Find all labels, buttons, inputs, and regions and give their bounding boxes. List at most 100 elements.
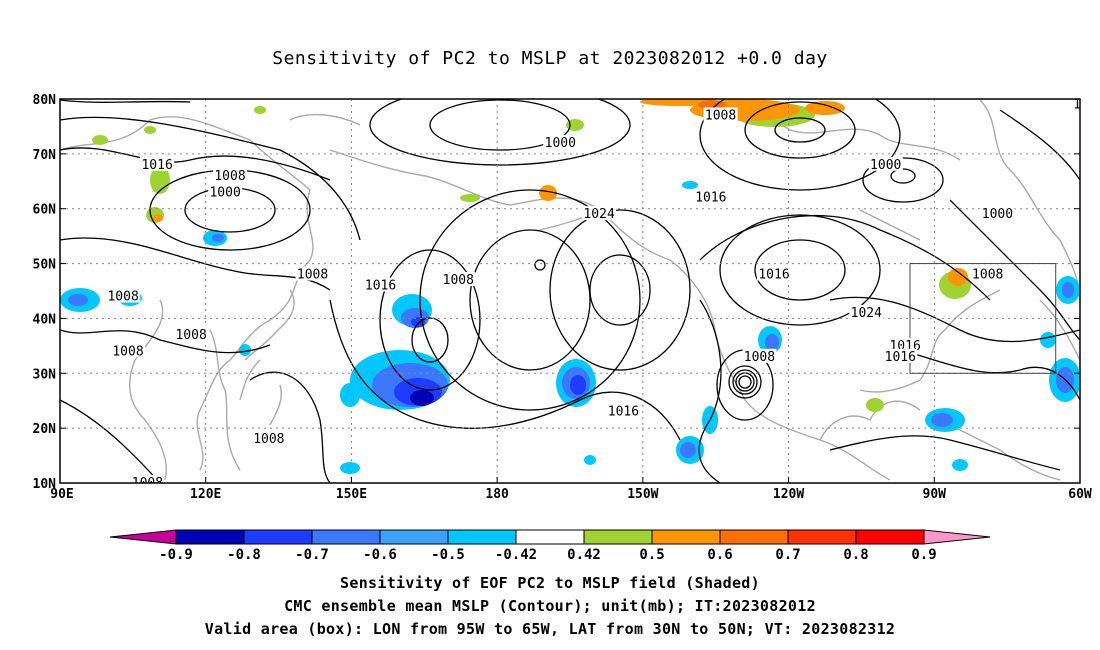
valid-area-box <box>909 263 1057 374</box>
colorbar-label: 0.5 <box>639 547 664 563</box>
contour-label: 1008 <box>443 273 474 288</box>
colorbar-label: -0.42 <box>495 547 537 563</box>
lat-tick-label: 40N <box>33 312 57 327</box>
contour-label: 1008 <box>705 108 736 123</box>
contour-label: 1000 <box>982 207 1013 222</box>
contour-label-bg <box>703 107 738 122</box>
contour-label-bg <box>980 206 1015 221</box>
contour-label-bg <box>606 403 641 418</box>
longitude-axis: 90E 120E 150E 180 150W 120W 90W 60W <box>50 477 1092 502</box>
caption-shaded: Sensitivity of EOF PC2 to MSLP field (Sh… <box>340 574 760 592</box>
chart-title: Sensitivity of PC2 to MSLP at 2023082012… <box>272 48 828 69</box>
contour-label: 1008 <box>972 268 1003 283</box>
lat-tick-label: 80N <box>33 93 57 108</box>
lat-tick-label: 70N <box>33 148 57 163</box>
caption-contour: CMC ensemble mean MSLP (Contour); unit(m… <box>284 597 816 615</box>
colorbar-label: -0.5 <box>431 547 465 563</box>
contour-label: 1008 <box>297 268 328 283</box>
contour-label: 1008 <box>744 350 775 365</box>
colorbar: -0.9 -0.8 -0.7 -0.6 -0.5 -0.42 0.42 0.5 0.6 0.7 0.… <box>109 529 991 563</box>
contour-label-bg <box>888 337 923 352</box>
lon-tick-label: 120W <box>773 487 804 502</box>
contour-label: 1016 <box>885 350 916 365</box>
contour-label: 1008 <box>132 476 163 491</box>
colorbar-box <box>719 529 789 545</box>
lon-tick-label: 150E <box>336 487 367 502</box>
contour-label-bg <box>174 326 209 341</box>
contour-label-bg <box>106 288 141 303</box>
contour-label-bg <box>208 184 243 199</box>
contour-label: 1016 <box>695 191 726 206</box>
colorbar-low-triangle <box>109 529 177 545</box>
colorbar-label: 0.9 <box>911 547 936 563</box>
colorbar-box <box>175 529 245 545</box>
contour-label-bg <box>111 343 145 358</box>
contour-label: 1000 <box>545 136 576 151</box>
colorbar-label: -0.8 <box>227 547 261 563</box>
mslp-contours <box>60 99 1080 483</box>
map-frame <box>59 98 1081 484</box>
colorbar-label: 0.7 <box>775 547 800 563</box>
contour-label-bg <box>757 266 791 281</box>
lat-tick-label: 60N <box>33 203 57 218</box>
contour-label-bg <box>1071 99 1080 111</box>
colorbar-label: 0.8 <box>843 547 868 563</box>
contour-label: 1016 <box>608 405 639 420</box>
caption-valid-area: Valid area (box): LON from 95W to 65W, L… <box>204 620 896 638</box>
contour-label: 1016 <box>758 268 789 283</box>
colorbar-box <box>447 529 517 545</box>
colorbar-label: -0.9 <box>159 547 193 563</box>
lat-tick-label: 30N <box>33 367 57 382</box>
contour-label: 1008 <box>214 169 245 184</box>
contour-label: 101 <box>1073 97 1096 112</box>
contour-label-bg <box>868 156 903 171</box>
contour-label-bg <box>363 277 398 292</box>
contour-label-bg <box>251 431 286 446</box>
lon-tick-label: 150W <box>627 487 658 502</box>
contour-label: 1008 <box>253 432 284 447</box>
colorbar-box <box>651 529 721 545</box>
lat-tick-label: 10N <box>33 477 57 492</box>
contour-label: 1024 <box>851 306 882 321</box>
colorbar-box <box>243 529 313 545</box>
lon-tick-label: 60W <box>1068 487 1092 502</box>
contour-label-bg <box>849 304 884 319</box>
colorbar-high-triangle <box>923 529 991 545</box>
lon-tick-label: 90W <box>923 487 947 502</box>
colorbar-box <box>583 529 653 545</box>
contour-label-bg <box>295 266 330 281</box>
contour-label: 1016 <box>141 158 172 173</box>
contour-labels: 1016100810001000100810161024100010001008… <box>106 97 1096 491</box>
contour-label: 1000 <box>209 185 240 200</box>
contour-label-bg <box>582 206 617 221</box>
coastlines <box>60 99 1080 481</box>
colorbar-box <box>515 529 585 545</box>
colorbar-box <box>311 529 381 545</box>
colorbar-label: -0.7 <box>295 547 329 563</box>
colorbar-label: 0.42 <box>567 547 601 563</box>
lat-lon-grid <box>60 99 1080 483</box>
colorbar-label: -0.6 <box>363 547 397 563</box>
contour-label-bg <box>130 475 165 483</box>
contour-label-bg <box>213 167 247 182</box>
lon-tick-label: 90E <box>50 487 73 502</box>
lon-tick-label: 120E <box>190 487 221 502</box>
lat-tick-label: 20N <box>33 422 57 437</box>
latitude-axis: 80N 70N 60N 50N 40N 30N 20N 10N <box>33 93 1080 492</box>
lon-tick-label: 180 <box>485 487 509 502</box>
contour-label-bg <box>693 189 728 204</box>
lat-tick-label: 50N <box>33 258 57 273</box>
contour-label-bg <box>140 156 175 171</box>
contour-label-bg <box>441 272 476 287</box>
contour-label: 1016 <box>365 279 396 294</box>
colorbar-box <box>855 529 925 545</box>
contour-label: 1008 <box>107 289 138 304</box>
contour-label-bg <box>883 348 918 363</box>
colorbar-box <box>379 529 449 545</box>
colorbar-box <box>787 529 857 545</box>
contour-label: 1024 <box>583 207 614 222</box>
contour-label-bg <box>970 266 1005 281</box>
contour-label-bg <box>543 134 578 149</box>
colorbar-label: 0.6 <box>707 547 732 563</box>
